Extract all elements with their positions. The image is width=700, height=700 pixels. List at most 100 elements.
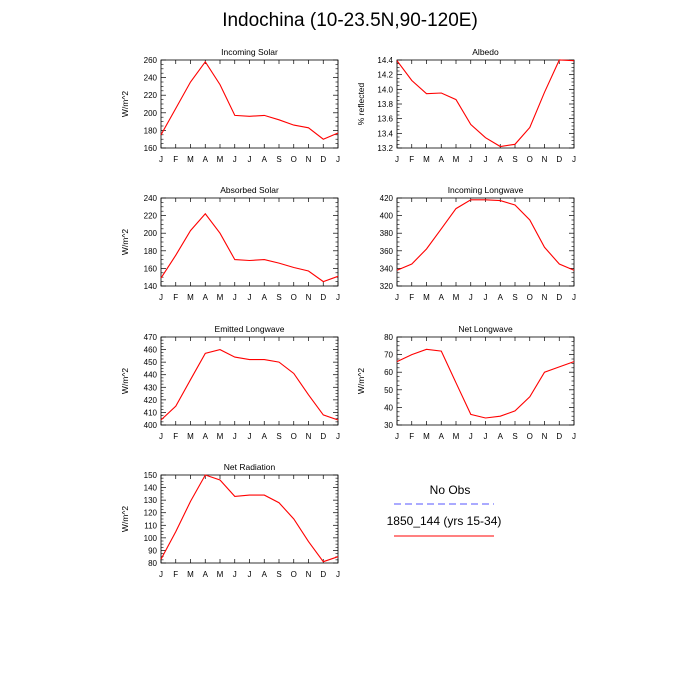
chart-3-xtick-label: J (159, 293, 163, 302)
chart-4-ytick-label: 400 (380, 212, 394, 221)
chart-6-title: Net Longwave (458, 324, 513, 334)
chart-4-xtick-label: J (395, 293, 399, 302)
chart-4-xtick-label: D (556, 293, 562, 302)
chart-2-xtick-label: D (556, 155, 562, 164)
chart-6-xtick-label: M (453, 432, 460, 441)
chart-2-ytick-label: 14.4 (377, 56, 393, 65)
chart-7-ytick-label: 80 (148, 559, 157, 568)
chart-2-frame (396, 59, 575, 149)
chart-3-ytick-label: 240 (144, 194, 158, 203)
chart-5-xtick-label: J (248, 432, 252, 441)
chart-6-xtick-label: J (395, 432, 399, 441)
chart-5-xtick-label: N (306, 432, 312, 441)
chart-2-xtick-label: M (423, 155, 430, 164)
chart-5-xtick-label: D (320, 432, 326, 441)
chart-1-ylabel: W/m^2 (120, 91, 130, 117)
chart-1-xtick-label: J (336, 155, 340, 164)
chart-6-ytick-label: 60 (384, 368, 393, 377)
chart-3-xtick-label: J (248, 293, 252, 302)
chart-7-series-line (160, 474, 339, 563)
chart-7-ytick-label: 150 (144, 471, 158, 480)
chart-7-ytick-label: 90 (148, 546, 157, 555)
chart-1-xtick-label: J (248, 155, 252, 164)
chart-4-ytick-label: 380 (380, 229, 394, 238)
chart-3-xtick-label: N (306, 293, 312, 302)
chart-7-ytick-label: 130 (144, 496, 158, 505)
chart-4-xtick-label: S (512, 293, 517, 302)
chart-7-xtick-label: J (233, 570, 237, 579)
chart-3-ytick-label: 140 (144, 282, 158, 291)
chart-7-xtick-label: M (187, 570, 194, 579)
chart-4-series-line (396, 199, 575, 271)
chart-1-xtick-label: J (233, 155, 237, 164)
chart-7-xtick-label: F (173, 570, 178, 579)
chart-4-xtick-label: J (572, 293, 576, 302)
chart-1-frame (160, 59, 339, 149)
chart-4-title: Incoming Longwave (448, 185, 524, 195)
chart-3-xtick-label: J (233, 293, 237, 302)
chart-7-frame (160, 474, 339, 564)
chart-3-xtick-label: A (203, 293, 209, 302)
chart-5-title: Emitted Longwave (215, 324, 285, 334)
chart-5-ytick-label: 410 (144, 408, 158, 417)
chart-5-xtick-label: J (233, 432, 237, 441)
chart-5-ytick-label: 400 (144, 421, 158, 430)
chart-7-xtick-label: A (262, 570, 268, 579)
chart-5-xtick-label: F (173, 432, 178, 441)
chart-2-series-line (396, 59, 575, 148)
chart-6-xtick-label: O (527, 432, 533, 441)
chart-7-ytick-label: 110 (144, 521, 157, 530)
chart-1-ytick-label: 260 (144, 56, 158, 65)
legend-model-label: 1850_144 (yrs 15-34) (386, 514, 502, 528)
chart-4-xtick-label: N (542, 293, 548, 302)
chart-3-xtick-label: O (291, 293, 297, 302)
chart-6-xtick-label: N (542, 432, 548, 441)
chart-7-xtick-label: M (217, 570, 224, 579)
legend-lines (394, 503, 494, 537)
chart-2-xtick-label: O (527, 155, 533, 164)
chart-4-frame (396, 197, 575, 287)
chart-5-ytick-label: 460 (144, 346, 158, 355)
chart-7-ytick-label: 120 (144, 509, 158, 518)
chart-7-xtick-label: J (159, 570, 163, 579)
chart-5-series-line (160, 349, 339, 421)
chart-6-ytick-label: 50 (384, 386, 393, 395)
chart-5-ytick-label: 420 (144, 396, 158, 405)
chart-4-xtick-label: O (527, 293, 533, 302)
chart-3-xtick-label: J (336, 293, 340, 302)
chart-5-xtick-label: M (187, 432, 194, 441)
chart-1-xtick-label: J (159, 155, 163, 164)
chart-1-xtick-label: M (217, 155, 224, 164)
chart-3-ytick-label: 180 (144, 247, 158, 256)
chart-5-xtick-label: S (276, 432, 281, 441)
chart-6-xtick-label: A (439, 432, 445, 441)
chart-5-xtick-label: J (159, 432, 163, 441)
chart-5-ytick-label: 440 (144, 371, 158, 380)
chart-1-xtick-label: A (262, 155, 268, 164)
chart-2-xtick-label: S (512, 155, 517, 164)
chart-7-xtick-label: O (291, 570, 297, 579)
chart-4-xtick-label: A (498, 293, 504, 302)
chart-4-xtick-label: M (453, 293, 460, 302)
chart-7-xtick-label: N (306, 570, 312, 579)
chart-5-frame (160, 336, 339, 426)
chart-1-xtick-label: F (173, 155, 178, 164)
chart-6-ytick-label: 70 (384, 351, 393, 360)
chart-2-xtick-label: F (409, 155, 414, 164)
chart-5-xtick-label: J (336, 432, 340, 441)
chart-3-series-line (160, 212, 339, 283)
chart-1-xtick-label: M (187, 155, 194, 164)
chart-6-xtick-label: M (423, 432, 430, 441)
chart-7-xtick-label: J (248, 570, 252, 579)
chart-4-xtick-label: J (484, 293, 488, 302)
chart-5-ylabel: W/m^2 (120, 368, 130, 394)
chart-1-series-line (160, 60, 339, 140)
chart-3-xtick-label: M (187, 293, 194, 302)
chart-1-ytick-label: 180 (144, 126, 158, 135)
chart-6-series-line (396, 348, 575, 419)
chart-1-ytick-label: 200 (144, 109, 158, 118)
chart-7-ytick-label: 100 (144, 534, 158, 543)
chart-4-xtick-label: A (439, 293, 445, 302)
chart-6-xtick-label: J (572, 432, 576, 441)
chart-6-ytick-label: 30 (384, 421, 393, 430)
